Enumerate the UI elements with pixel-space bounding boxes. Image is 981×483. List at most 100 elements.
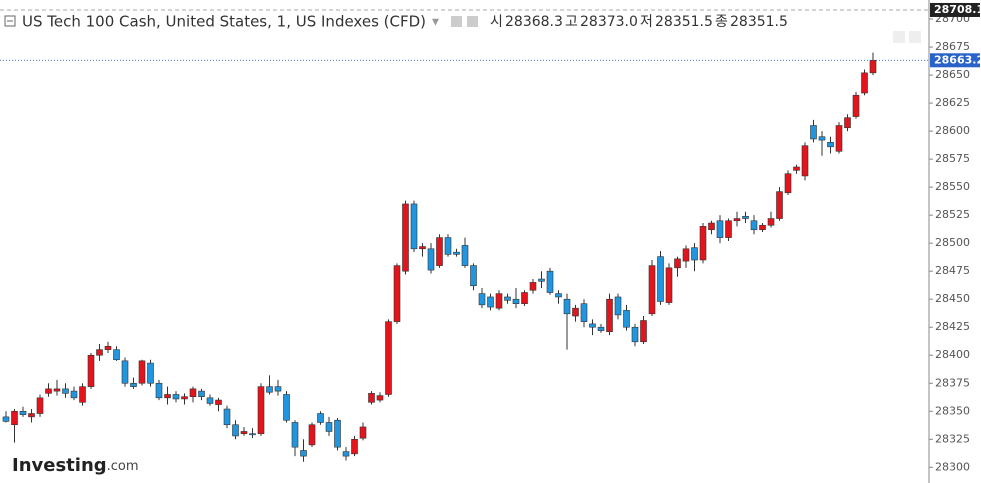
candle-body xyxy=(529,282,537,291)
candle-body xyxy=(62,388,69,394)
candle-body xyxy=(793,166,800,171)
candle-body xyxy=(70,390,78,399)
candle-body xyxy=(733,218,741,222)
candle-body xyxy=(478,293,486,306)
candle-body xyxy=(393,265,401,322)
candle-body xyxy=(385,321,392,395)
candle-body xyxy=(113,349,120,361)
candle-body xyxy=(674,258,681,269)
candle-body xyxy=(776,191,783,219)
candle-body xyxy=(28,413,35,418)
candle-body xyxy=(708,222,715,231)
candle-body xyxy=(784,173,792,194)
candle-body xyxy=(351,438,358,455)
candle-body xyxy=(750,220,758,231)
y-tick-label: 28400 xyxy=(935,348,970,361)
y-tick-label: 28550 xyxy=(935,180,970,193)
y-tick-label: 28375 xyxy=(935,376,970,389)
y-tick-label: 28575 xyxy=(935,152,970,165)
candle-body xyxy=(266,386,273,393)
candle-body xyxy=(121,360,129,384)
y-tick-label: 28475 xyxy=(935,264,970,277)
ohlc-info: 시 28368.3 고 28373.0 저 28351.5 종 28351.5 xyxy=(490,14,788,30)
candle-body xyxy=(521,292,528,304)
candle-body xyxy=(606,298,613,333)
candle-body xyxy=(11,410,18,426)
candle-body xyxy=(725,220,732,238)
candle-body xyxy=(2,416,10,422)
info-label: 저 xyxy=(640,14,653,30)
candle-body xyxy=(742,215,749,219)
settings-icon[interactable] xyxy=(451,16,462,27)
candle-body xyxy=(36,397,44,414)
candle-body xyxy=(869,59,877,74)
candle-body xyxy=(215,399,222,405)
y-tick-label: 28525 xyxy=(935,208,970,221)
candle-body xyxy=(436,237,443,266)
y-tick-label: 28600 xyxy=(935,124,970,137)
info-value: 28351.5 xyxy=(730,14,788,30)
candle-body xyxy=(818,136,826,141)
candle-body xyxy=(164,394,171,399)
candle-body xyxy=(232,424,239,437)
close-icon[interactable] xyxy=(467,16,478,27)
candle-body xyxy=(852,94,860,117)
logo-brand: Investing.com xyxy=(12,455,139,476)
candle-body xyxy=(172,394,180,400)
candle-body xyxy=(206,397,214,404)
candle-body xyxy=(45,388,52,394)
candle-body xyxy=(181,396,188,400)
candle-body xyxy=(504,296,511,301)
candle-body xyxy=(835,125,843,152)
candle-body xyxy=(138,360,146,384)
y-tick-label: 28650 xyxy=(935,68,970,81)
candle-body xyxy=(19,410,27,415)
y-tick-label: 28300 xyxy=(935,460,970,473)
candle-body xyxy=(589,323,596,328)
candle-body xyxy=(155,382,163,399)
info-label: 고 xyxy=(565,14,578,30)
candle-body xyxy=(79,386,86,403)
candle-body xyxy=(96,349,103,356)
candle-body xyxy=(257,386,265,434)
candle-body xyxy=(444,237,452,255)
candle-body xyxy=(342,451,350,457)
candle-body xyxy=(189,388,197,398)
candle-body xyxy=(597,326,605,331)
candle-body xyxy=(240,431,248,434)
candle-body xyxy=(147,362,154,384)
candle-body xyxy=(512,298,520,304)
price-label-box xyxy=(930,53,980,68)
y-tick-label: 28350 xyxy=(935,404,970,417)
candle-body xyxy=(283,394,290,421)
candle-body xyxy=(368,393,375,403)
candle-body xyxy=(623,310,630,328)
candle-body xyxy=(810,125,817,140)
scroll-down-icon[interactable] xyxy=(893,31,905,43)
candle-body xyxy=(563,298,571,315)
price-label: 28708.1 xyxy=(934,3,981,16)
info-label: 종 xyxy=(715,14,728,30)
candle-body xyxy=(87,354,95,387)
candle-body xyxy=(801,145,809,177)
candle-body xyxy=(53,388,61,392)
dropdown-arrow[interactable]: ▼ xyxy=(432,18,439,28)
candle-body xyxy=(317,413,324,423)
scroll-up-icon[interactable] xyxy=(909,31,921,43)
candle-body xyxy=(495,293,503,309)
y-tick-label: 28625 xyxy=(935,96,970,109)
y-tick-label: 28325 xyxy=(935,432,970,445)
candle-body xyxy=(487,296,494,308)
collapse-icon[interactable] xyxy=(4,15,16,27)
y-tick-label: 28450 xyxy=(935,292,970,305)
candle-body xyxy=(198,390,205,398)
candle-body xyxy=(249,433,256,436)
candle-body xyxy=(130,382,137,387)
y-tick-label: 28675 xyxy=(935,40,970,53)
candle-body xyxy=(410,203,418,250)
price-markers: 28708.1 28663.2 xyxy=(0,3,981,68)
candle-body xyxy=(300,450,307,457)
y-tick-label: 28425 xyxy=(935,320,970,333)
candle-body xyxy=(665,267,673,303)
